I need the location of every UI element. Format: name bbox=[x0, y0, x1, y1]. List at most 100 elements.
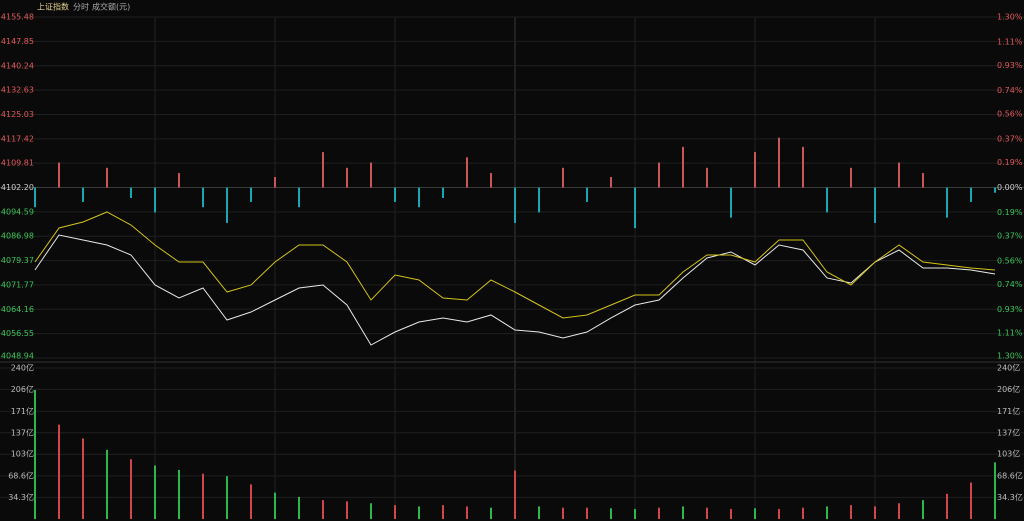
momentum-bar bbox=[346, 167, 348, 188]
momentum-bar bbox=[970, 187, 972, 202]
momentum-bar bbox=[82, 187, 84, 202]
volume-bar bbox=[394, 505, 396, 519]
y2-tick-label: 0.74% bbox=[997, 280, 1023, 289]
y2-tick-label: 0.93% bbox=[997, 305, 1023, 314]
momentum-bar bbox=[58, 162, 60, 188]
volume-bar bbox=[922, 500, 924, 519]
y-tick-label: 4094.59 bbox=[1, 207, 34, 216]
volume-bar bbox=[538, 506, 540, 519]
momentum-bar bbox=[778, 137, 780, 188]
y-tick-label: 4102.20 bbox=[1, 183, 34, 192]
momentum-bar bbox=[658, 162, 660, 188]
momentum-bar bbox=[418, 187, 420, 208]
volume-tick-label-right: 34.3亿 bbox=[997, 492, 1023, 502]
momentum-bar bbox=[874, 187, 876, 223]
y-tick-label: 4109.81 bbox=[1, 159, 34, 168]
volume-bar bbox=[610, 508, 612, 519]
momentum-bar bbox=[226, 187, 228, 223]
momentum-bar bbox=[106, 167, 108, 188]
y-tick-label: 4147.85 bbox=[1, 37, 34, 46]
momentum-bar bbox=[466, 157, 468, 188]
y2-tick-label: 1.30% bbox=[997, 352, 1023, 361]
momentum-bar bbox=[706, 167, 708, 188]
momentum-bar bbox=[946, 187, 948, 218]
volume-bar bbox=[850, 505, 852, 519]
momentum-bar bbox=[562, 167, 564, 188]
chart-subtitle: 分时 bbox=[73, 2, 89, 12]
y-tick-label: 4132.63 bbox=[1, 86, 34, 95]
volume-bar bbox=[298, 496, 300, 519]
volume-bar bbox=[418, 506, 420, 519]
volume-tick-label: 206亿 bbox=[11, 384, 34, 394]
y2-tick-label: 0.74% bbox=[997, 86, 1023, 95]
price-line bbox=[34, 234, 996, 346]
volume-bar bbox=[274, 492, 276, 519]
momentum-bar bbox=[802, 146, 804, 188]
y-tick-label: 4071.77 bbox=[1, 280, 34, 289]
volume-bar bbox=[154, 465, 156, 519]
volume-bar bbox=[946, 493, 948, 519]
y2-tick-label: 0.37% bbox=[997, 232, 1023, 241]
volume-tick-label: 34.3亿 bbox=[8, 492, 34, 502]
momentum-bar bbox=[754, 152, 756, 188]
volume-bar bbox=[898, 503, 900, 519]
momentum-bar bbox=[322, 152, 324, 188]
y2-tick-label: 0.93% bbox=[997, 61, 1023, 70]
y2-tick-label: 0.00% bbox=[997, 183, 1023, 192]
momentum-bar bbox=[490, 173, 492, 188]
momentum-bar bbox=[514, 187, 516, 223]
y2-tick-label: 0.37% bbox=[997, 134, 1023, 143]
volume-tick-label-right: 171亿 bbox=[997, 406, 1020, 416]
y2-tick-label: 0.19% bbox=[997, 208, 1023, 217]
volume-bar bbox=[706, 507, 708, 519]
momentum-bar bbox=[682, 146, 684, 188]
volume-bar bbox=[106, 449, 108, 519]
volume-bar bbox=[682, 506, 684, 519]
volume-tick-label-right: 240亿 bbox=[997, 363, 1020, 373]
volume-bar bbox=[34, 390, 36, 519]
momentum-bar bbox=[610, 177, 612, 188]
momentum-bar bbox=[370, 162, 372, 188]
momentum-bar bbox=[202, 187, 204, 208]
volume-bar bbox=[130, 459, 132, 519]
volume-bar bbox=[970, 482, 972, 519]
volume-tick-label-right: 68.6亿 bbox=[997, 470, 1023, 480]
y-tick-label: 4117.42 bbox=[1, 134, 34, 143]
momentum-bar bbox=[922, 173, 924, 188]
chart-title: 上证指数 bbox=[37, 2, 69, 12]
y2-tick-label: 1.11% bbox=[997, 329, 1023, 338]
momentum-bar bbox=[178, 173, 180, 188]
volume-tick-label: 68.6亿 bbox=[8, 470, 34, 480]
price-line bbox=[34, 211, 996, 319]
volume-bar bbox=[58, 424, 60, 519]
y2-tick-label: 0.56% bbox=[997, 256, 1023, 265]
y-tick-label: 4086.98 bbox=[1, 232, 34, 241]
volume-bar bbox=[250, 484, 252, 519]
volume-bar bbox=[802, 507, 804, 519]
volume-tick-label-right: 103亿 bbox=[997, 449, 1020, 459]
volume-bar bbox=[442, 505, 444, 519]
volume-bar bbox=[826, 506, 828, 519]
momentum-bar bbox=[538, 187, 540, 213]
volume-bar bbox=[754, 508, 756, 519]
y-tick-label: 4125.03 bbox=[1, 110, 34, 119]
momentum-bar bbox=[442, 187, 444, 198]
momentum-bar bbox=[586, 187, 588, 202]
volume-bar bbox=[346, 501, 348, 519]
y2-tick-label: 0.56% bbox=[997, 110, 1023, 119]
momentum-bar bbox=[250, 187, 252, 202]
volume-bar bbox=[202, 473, 204, 519]
volume-tick-label-right: 137亿 bbox=[997, 427, 1020, 437]
y2-tick-label: 0.19% bbox=[997, 158, 1023, 167]
momentum-bar bbox=[730, 187, 732, 218]
volume-bar bbox=[730, 508, 732, 519]
volume-bar bbox=[874, 506, 876, 519]
y-tick-label: 4140.24 bbox=[1, 61, 34, 70]
volume-title: 成交额(元) bbox=[92, 2, 130, 12]
y-tick-label: 4155.48 bbox=[1, 13, 34, 22]
volume-bar bbox=[994, 462, 996, 519]
volume-tick-label-right: 206亿 bbox=[997, 384, 1020, 394]
volume-bar bbox=[514, 470, 516, 519]
